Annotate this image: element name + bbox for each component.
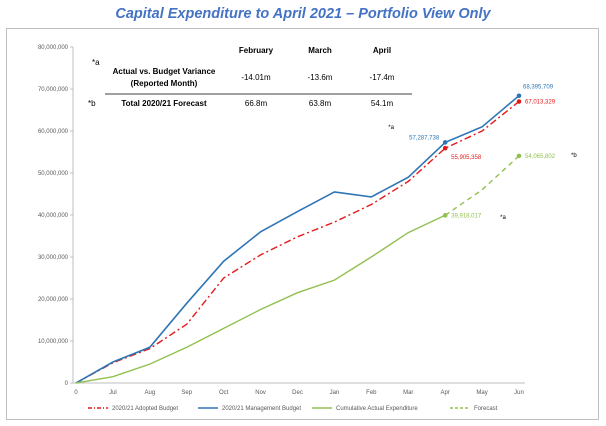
y-tick-label: 50,000,000 bbox=[38, 171, 69, 177]
x-tick-label: Dec bbox=[292, 390, 303, 396]
x-tick-label: 0 bbox=[74, 390, 78, 396]
data-point-marker bbox=[516, 93, 522, 99]
y-tick-label: 80,000,000 bbox=[38, 45, 69, 51]
data-point-marker bbox=[442, 140, 448, 145]
table-row-label: Total 2020/21 Forecast bbox=[121, 99, 207, 108]
table-cell: -17.4m bbox=[370, 73, 395, 82]
series-line-0 bbox=[75, 100, 520, 384]
data-point-marker bbox=[442, 213, 448, 218]
legend-label: Cumulative Actual Expenditure bbox=[336, 406, 418, 412]
x-tick-label: Apr bbox=[440, 390, 449, 396]
y-tick-label: 10,000,000 bbox=[38, 339, 69, 345]
data-label: 55,905,358 bbox=[451, 155, 482, 161]
x-tick-label: Sep bbox=[181, 390, 192, 396]
x-tick-label: Mar bbox=[403, 390, 413, 396]
y-tick-label: 20,000,000 bbox=[38, 297, 69, 303]
table-cell: -13.6m bbox=[308, 73, 333, 82]
x-tick-label: Aug bbox=[144, 390, 155, 396]
data-point-marker bbox=[516, 153, 522, 159]
y-tick-label: 60,000,000 bbox=[38, 129, 69, 135]
table-cell: 63.8m bbox=[309, 99, 332, 108]
legend-label: Forecast bbox=[474, 406, 498, 412]
table-row-sublabel: (Reported Month) bbox=[131, 79, 198, 88]
annotation-marker: *b bbox=[571, 153, 577, 159]
x-tick-label: Feb bbox=[366, 390, 377, 396]
data-label: 54,065,802 bbox=[525, 154, 556, 160]
table-cell: 54.1m bbox=[371, 99, 394, 108]
data-label: 57,287,738 bbox=[409, 135, 440, 141]
series-line-2 bbox=[75, 214, 446, 384]
data-point-marker bbox=[442, 145, 448, 151]
x-tick-label: Jul bbox=[109, 390, 117, 396]
table-row-marker: *b bbox=[88, 99, 96, 108]
legend-label: 2020/21 Management Budget bbox=[222, 406, 301, 412]
annotation-marker: *a bbox=[388, 125, 394, 131]
x-tick-label: May bbox=[476, 390, 487, 396]
data-label: 68,395,709 bbox=[523, 85, 554, 91]
annotation-marker: *a bbox=[500, 215, 506, 221]
data-point-marker bbox=[516, 99, 522, 104]
table-row-marker: *a bbox=[92, 58, 100, 67]
y-tick-label: 40,000,000 bbox=[38, 213, 69, 219]
legend-label: 2020/21 Adopted Budget bbox=[112, 406, 178, 412]
data-label: 67,013,329 bbox=[525, 100, 556, 106]
table-cell: -14.01m bbox=[241, 73, 271, 82]
series-line-3 bbox=[444, 155, 520, 216]
y-tick-label: 70,000,000 bbox=[38, 87, 69, 93]
table-column-header: April bbox=[373, 46, 391, 55]
series-line-1 bbox=[75, 95, 520, 384]
x-tick-label: Nov bbox=[255, 390, 266, 396]
x-tick-label: Jan bbox=[330, 390, 340, 396]
table-cell: 66.8m bbox=[245, 99, 268, 108]
chart-title: Capital Expenditure to April 2021 – Port… bbox=[115, 6, 491, 22]
y-tick-label: 30,000,000 bbox=[38, 255, 69, 261]
x-tick-label: Oct bbox=[219, 390, 229, 396]
table-column-header: March bbox=[308, 46, 332, 55]
chart-frame bbox=[6, 28, 599, 420]
data-label: 39,918,017 bbox=[451, 213, 482, 219]
y-tick-label: 0 bbox=[65, 381, 69, 387]
x-tick-label: Jun bbox=[514, 390, 524, 396]
table-column-header: February bbox=[239, 46, 274, 55]
table-row-label: Actual vs. Budget Variance bbox=[113, 67, 216, 76]
